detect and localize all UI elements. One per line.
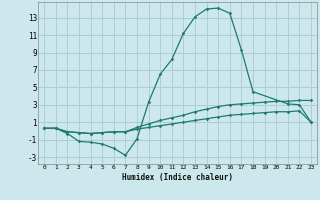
X-axis label: Humidex (Indice chaleur): Humidex (Indice chaleur) — [122, 173, 233, 182]
